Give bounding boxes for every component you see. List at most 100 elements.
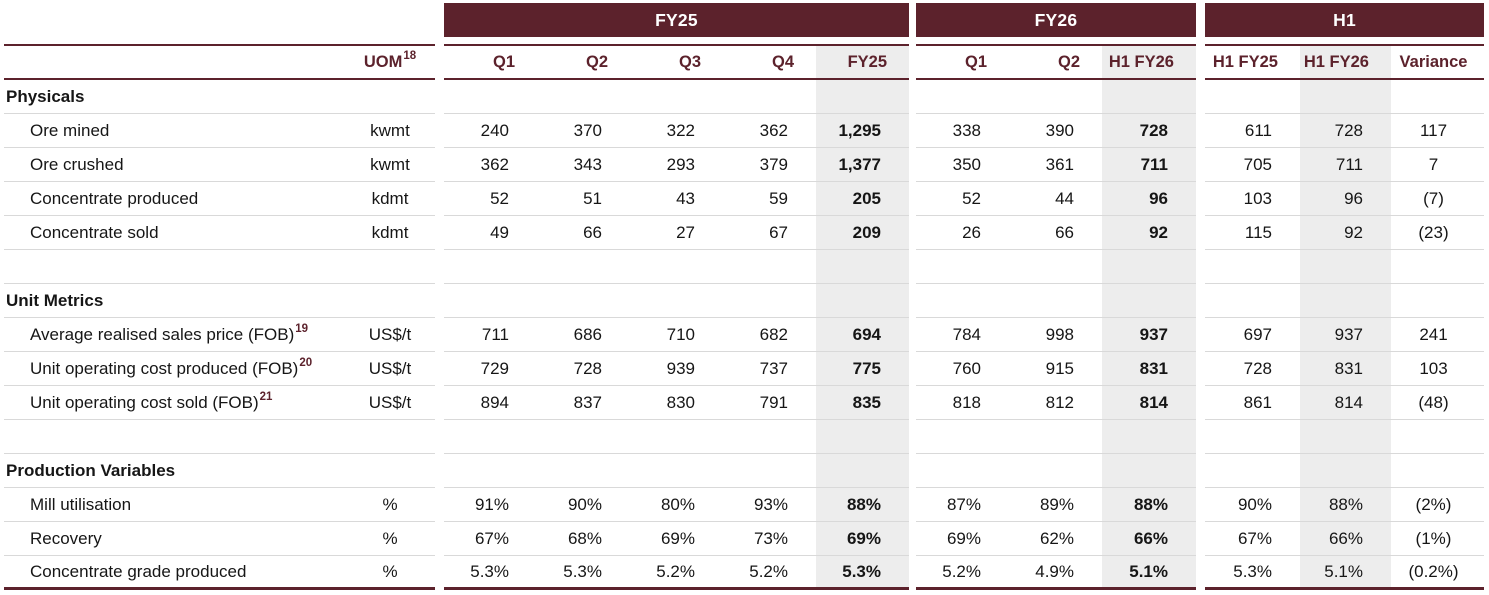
value-cell: 66% <box>1102 522 1196 556</box>
column-header: H1 FY26 <box>1300 44 1391 80</box>
value-text: 361 <box>1045 154 1074 174</box>
value-text: 939 <box>666 358 695 378</box>
value-cell: 115 <box>1205 216 1300 250</box>
value-text: 728 <box>573 358 602 378</box>
section-title-text: Unit Metrics <box>6 290 104 310</box>
uom-text: US$/t <box>368 392 412 412</box>
value-text: 90% <box>567 494 602 514</box>
value-cell: 998 <box>1009 318 1102 352</box>
value-text: 27 <box>676 222 695 242</box>
uom-cell <box>345 284 435 318</box>
uom-text: % <box>382 561 398 581</box>
section-title: Unit Metrics <box>4 284 345 318</box>
section-title-text: Physicals <box>6 86 85 106</box>
value-text: 915 <box>1045 358 1074 378</box>
row-label-text: Concentrate sold <box>30 222 159 242</box>
value-text: 338 <box>952 120 981 140</box>
column-header-uom: UOM 18 <box>345 44 435 80</box>
value-text: 737 <box>759 358 788 378</box>
value-cell: 937 <box>1102 318 1196 352</box>
value-cell <box>723 80 816 114</box>
value-cell: 728 <box>1205 352 1300 386</box>
value-text: 686 <box>573 324 602 344</box>
value-text: 52 <box>490 188 509 208</box>
row-label: Concentrate sold <box>4 216 345 250</box>
value-text: 90% <box>1237 494 1272 514</box>
uom-cell: kwmt <box>345 114 435 148</box>
value-text: 66% <box>1328 528 1363 548</box>
value-text: 791 <box>759 392 788 412</box>
value-cell <box>1300 420 1391 454</box>
row-label-text: Ore crushed <box>30 154 124 174</box>
value-cell: 831 <box>1300 352 1391 386</box>
value-cell: 729 <box>444 352 537 386</box>
value-cell <box>1205 250 1300 284</box>
uom-cell: kdmt <box>345 182 435 216</box>
value-cell: 710 <box>630 318 723 352</box>
uom-cell <box>345 420 435 454</box>
value-text: 379 <box>759 154 788 174</box>
value-cell: 69% <box>916 522 1009 556</box>
row-label: Concentrate produced <box>4 182 345 216</box>
uom-cell: US$/t <box>345 386 435 420</box>
value-cell: 68% <box>537 522 630 556</box>
value-cell <box>723 284 816 318</box>
value-cell <box>630 420 723 454</box>
group-header-fy26-label: FY26 <box>1034 9 1078 30</box>
uom-text: US$/t <box>368 324 412 344</box>
row-label: Ore mined <box>4 114 345 148</box>
row-label: Unit operating cost produced (FOB) 20 <box>4 352 345 386</box>
value-text: 67% <box>474 528 509 548</box>
value-cell: 67% <box>1205 522 1300 556</box>
column-header: H1 FY26 <box>1102 44 1196 80</box>
value-text: (48) <box>1418 392 1449 412</box>
value-cell: (23) <box>1391 216 1484 250</box>
uom-cell: US$/t <box>345 318 435 352</box>
value-cell: 611 <box>1205 114 1300 148</box>
row-label-text: Average realised sales price (FOB) <box>30 324 295 344</box>
value-cell <box>816 284 909 318</box>
value-cell: 837 <box>537 386 630 420</box>
group-header-fy26: FY26 <box>916 3 1196 37</box>
value-cell: 711 <box>1300 148 1391 182</box>
value-text: 760 <box>952 358 981 378</box>
value-text: 894 <box>480 392 509 412</box>
value-cell: 88% <box>1102 488 1196 522</box>
value-cell <box>816 80 909 114</box>
row-label-text: Recovery <box>30 528 102 548</box>
row-label: Recovery <box>4 522 345 556</box>
uom-header-text: UOM <box>363 52 403 71</box>
value-text: 998 <box>1045 324 1074 344</box>
value-text: 1,377 <box>838 154 881 174</box>
value-text: 710 <box>666 324 695 344</box>
value-cell: 937 <box>1300 318 1391 352</box>
value-cell: 1,377 <box>816 148 909 182</box>
value-cell: 939 <box>630 352 723 386</box>
value-text: 103 <box>1243 188 1272 208</box>
uom-cell: % <box>345 522 435 556</box>
value-text: 96 <box>1149 188 1168 208</box>
value-cell: 728 <box>1300 114 1391 148</box>
value-cell: 350 <box>916 148 1009 182</box>
column-header: Q2 <box>1009 44 1102 80</box>
value-cell: 69% <box>630 522 723 556</box>
value-cell: 686 <box>537 318 630 352</box>
value-text: 831 <box>1139 358 1168 378</box>
value-cell <box>916 284 1009 318</box>
value-cell: 812 <box>1009 386 1102 420</box>
uom-cell <box>345 80 435 114</box>
value-cell: 697 <box>1205 318 1300 352</box>
uom-text: kwmt <box>370 154 410 174</box>
value-text: 93% <box>753 494 788 514</box>
column-header: Q1 <box>916 44 1009 80</box>
value-text: 5.1% <box>1324 561 1363 581</box>
value-cell: 705 <box>1205 148 1300 182</box>
value-cell: (7) <box>1391 182 1484 216</box>
value-cell: 293 <box>630 148 723 182</box>
section-title: Production Variables <box>4 454 345 488</box>
value-cell: 5.3% <box>537 556 630 590</box>
value-cell: 737 <box>723 352 816 386</box>
value-cell: 44 <box>1009 182 1102 216</box>
value-cell: 80% <box>630 488 723 522</box>
